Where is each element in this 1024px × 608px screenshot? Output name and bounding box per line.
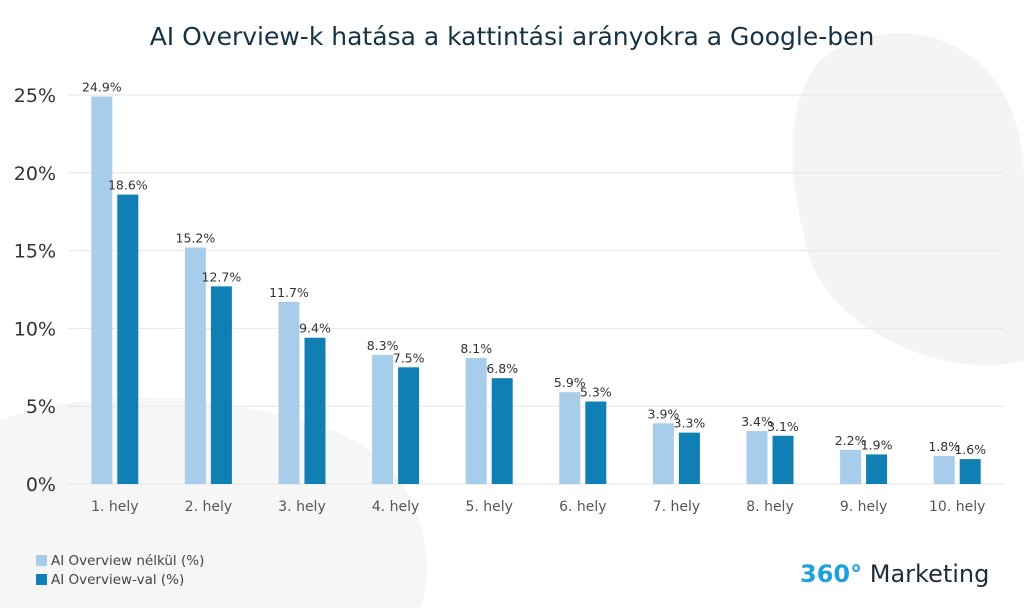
bar-series-1 [746,431,768,484]
bar-series-2 [678,432,700,484]
legend: AI Overview nélkül (%) AI Overview-val (… [36,551,204,589]
legend-label-series-2: AI Overview-val (%) [51,571,185,588]
brand-name: Marketing [869,560,990,588]
bar-series-2 [491,378,513,484]
bar-series-1 [184,247,206,484]
x-tick-label: 9. hely [840,499,887,515]
y-tick-label: 15% [14,241,56,263]
data-label: 8.1% [460,341,492,356]
bar-series-2 [117,194,139,485]
bars [91,96,981,485]
x-tick-label: 6. hely [559,499,606,515]
bar-series-1 [278,301,300,484]
bar-series-2 [304,337,326,484]
bar-series-2 [959,459,981,484]
data-label: 8.3% [367,338,399,353]
bar-series-1 [933,455,955,484]
x-tick-label: 2. hely [185,499,232,515]
data-label: 11.7% [269,285,309,300]
bar-series-1 [559,392,581,484]
x-tick-label: 1. hely [91,499,138,515]
data-label: 2.2% [835,433,867,448]
data-label: 12.7% [202,269,242,284]
chart-title: AI Overview-k hatása a kattintási arányo… [149,22,875,51]
legend-item-series-2: AI Overview-val (%) [36,570,204,589]
data-label: 1.6% [954,442,986,457]
bar-series-2 [772,435,794,484]
legend-swatch-series-2 [36,574,47,585]
data-label: 24.9% [82,80,122,95]
data-label: 5.3% [580,385,612,400]
data-label: 5.9% [554,375,586,390]
data-label: 3.1% [767,419,799,434]
legend-item-series-1: AI Overview nélkül (%) [36,551,204,570]
brand-logo: 360° Marketing [800,560,989,588]
x-tick-label: 3. hely [278,499,325,515]
x-tick-label: 7. hely [653,499,700,515]
x-tick-label: 5. hely [465,499,512,515]
data-label: 1.8% [928,439,960,454]
x-axis-ticks: 1. hely 2. hely 3. hely 4. hely 5. hely 6. he… [91,499,985,515]
bar-series-1 [465,357,487,484]
x-tick-label: 4. hely [372,499,419,515]
x-tick-label: 10. hely [929,499,985,515]
y-tick-label: 0% [26,474,56,496]
y-tick-label: 25% [14,85,56,107]
bar-series-2 [585,401,607,484]
bar-series-2 [866,454,888,484]
y-tick-label: 5% [26,396,56,418]
data-label: 6.8% [486,361,518,376]
data-label: 3.3% [674,416,706,431]
data-label: 9.4% [299,321,331,336]
data-labels: 24.9% 18.6% 15.2% 12.7% 11.7% 9.4% 8.3%7.5% 8.1… [82,80,986,458]
data-label: 15.2% [176,230,216,245]
gridlines [68,94,1004,485]
bar-series-2 [210,286,232,484]
legend-swatch-series-1 [36,555,47,566]
bar-series-2 [398,367,420,484]
data-label: 18.6% [108,178,148,193]
bar-series-1 [840,449,862,484]
bar-series-1 [91,96,113,484]
bar-series-1 [372,354,394,484]
legend-label-series-1: AI Overview nélkül (%) [51,552,205,569]
brand-number: 360° [800,560,863,588]
y-tick-label: 20% [14,163,56,185]
y-axis-ticks: 0% 5% 10% 15% 20% 25% [14,85,56,496]
data-label: 3.9% [648,406,680,421]
x-tick-label: 8. hely [746,499,793,515]
data-label: 7.5% [393,350,425,365]
bar-series-1 [652,423,674,484]
data-label: 1.9% [861,437,893,452]
data-label: 3.4% [741,414,773,429]
y-tick-label: 10% [14,318,56,340]
